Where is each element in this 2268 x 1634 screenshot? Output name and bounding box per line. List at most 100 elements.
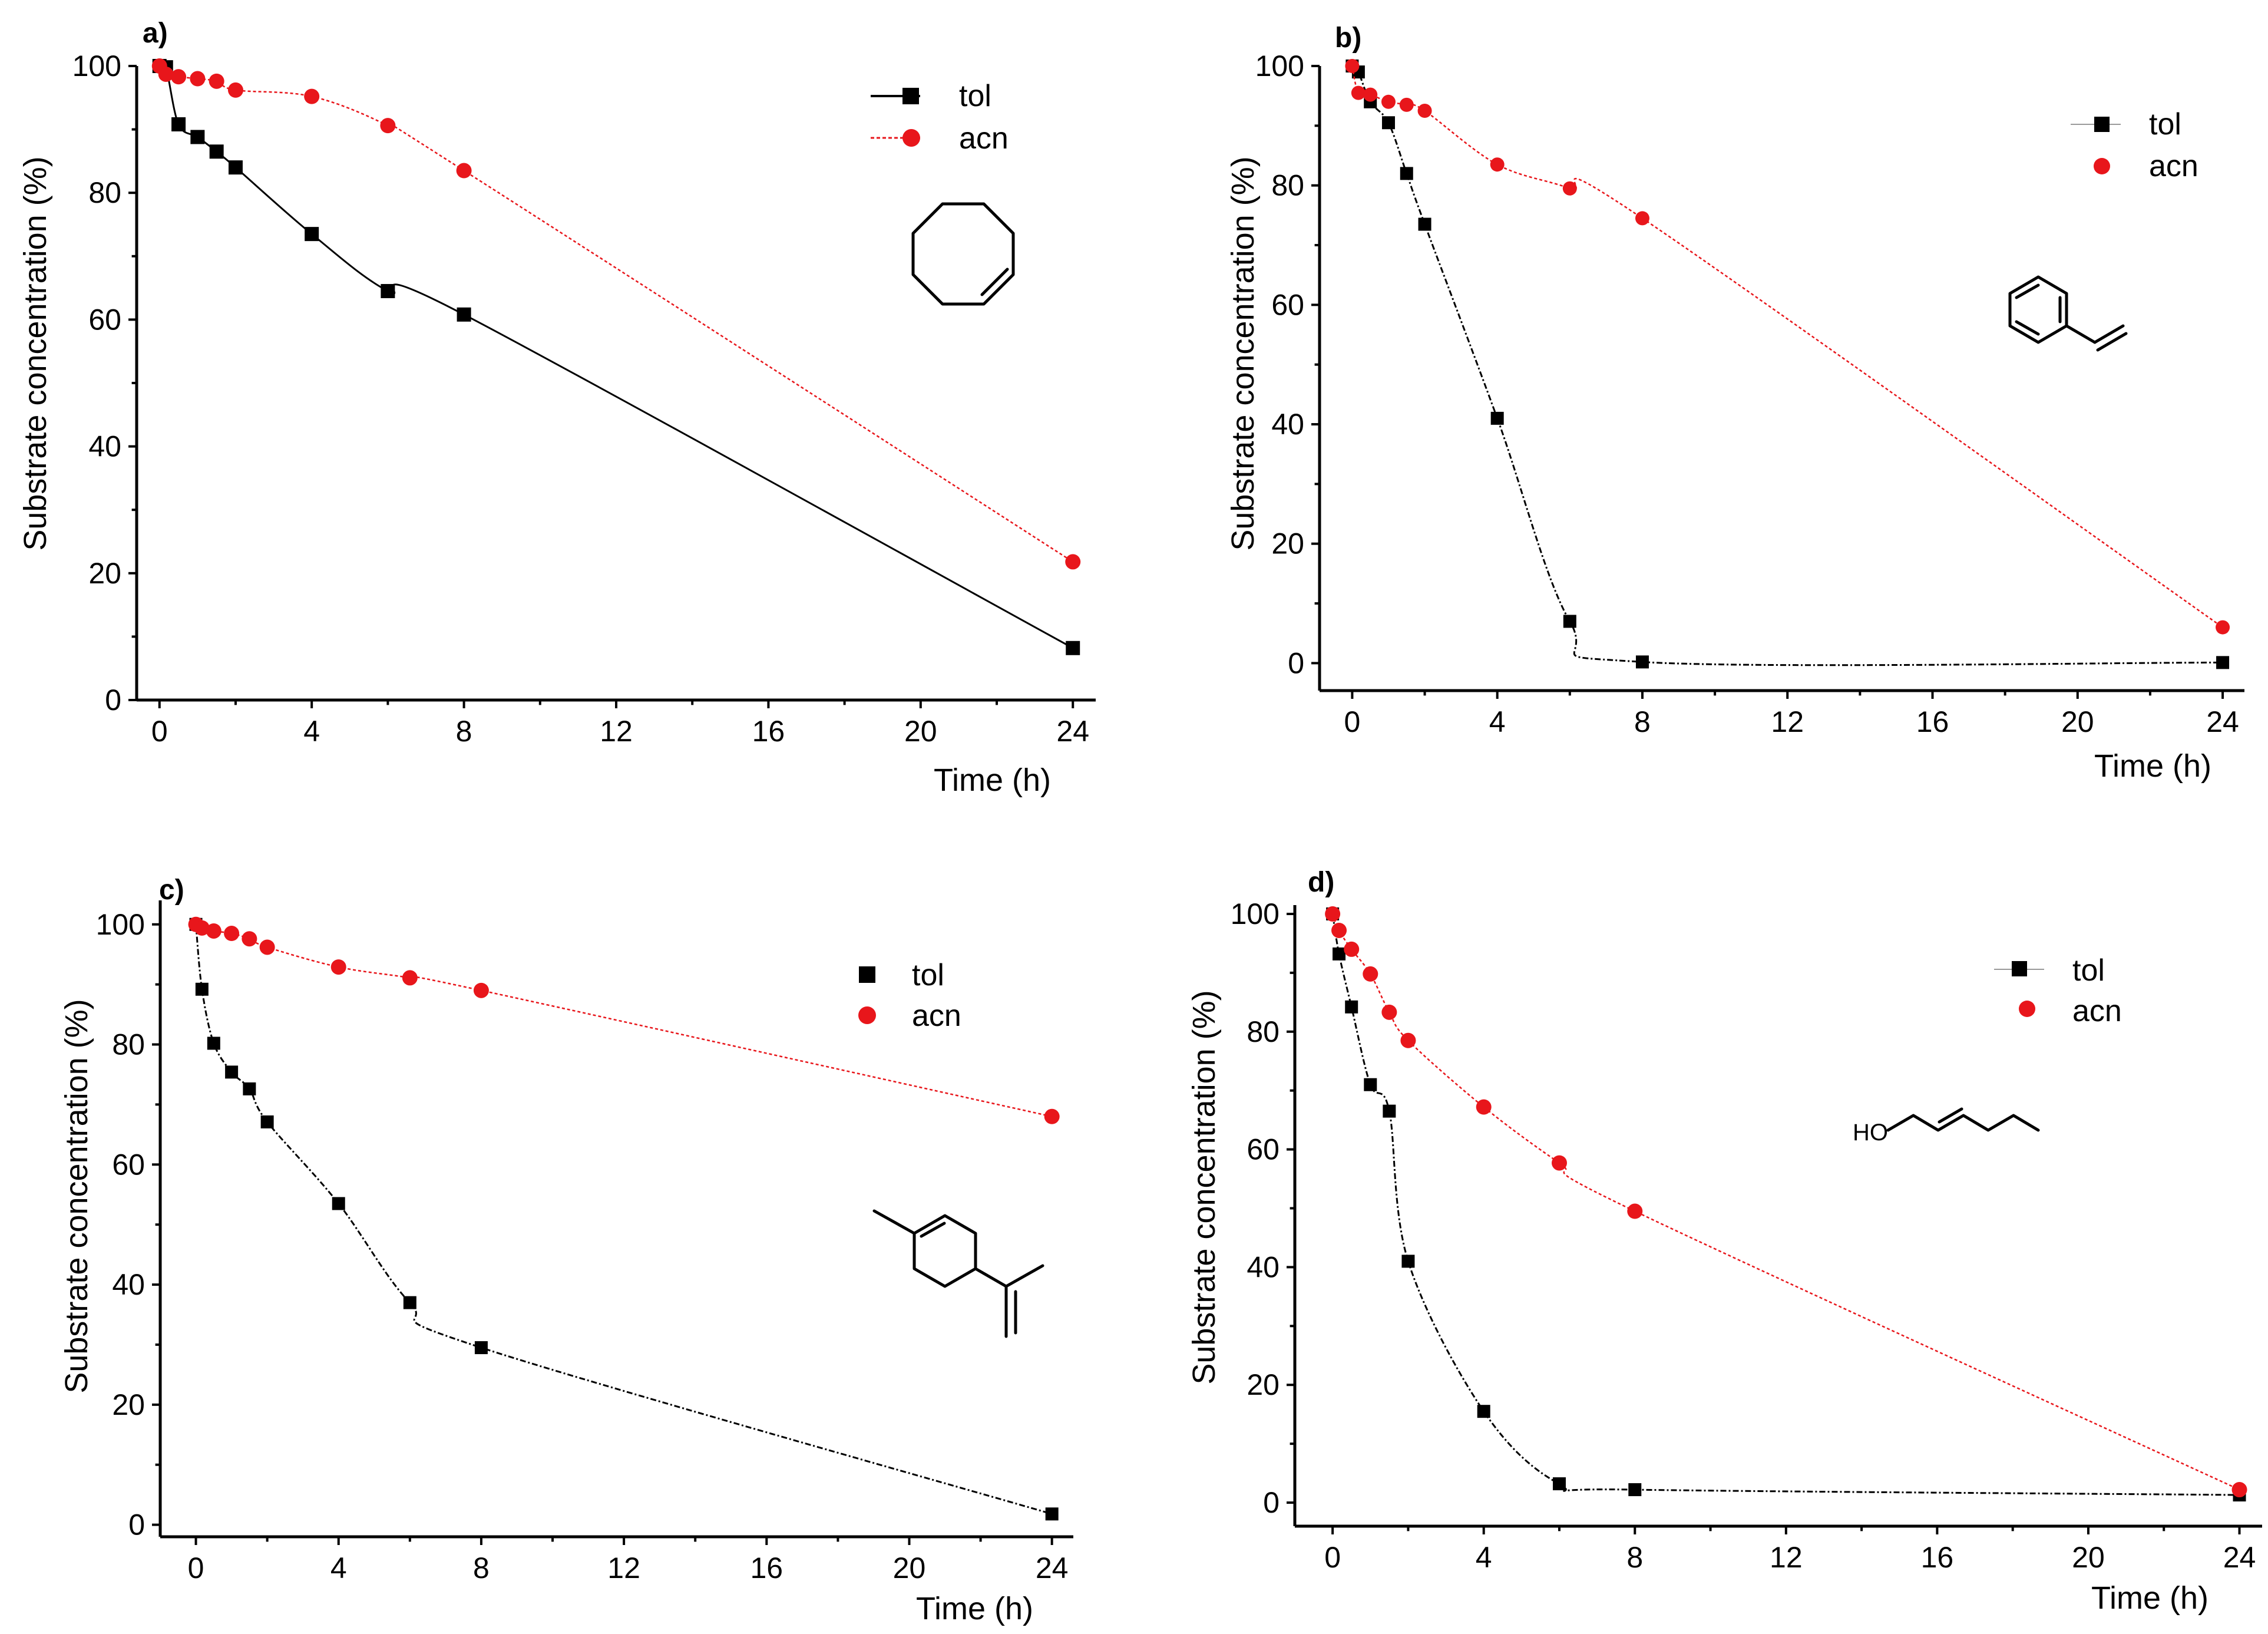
data-point-acn-d [1325, 906, 1341, 922]
legend-acn-label-b: acn [2149, 149, 2198, 183]
data-point-tol-c [260, 1115, 274, 1128]
x-axis-label-d: Time (h) [2091, 1580, 2209, 1616]
x-tick-label-b: 16 [1916, 705, 1949, 738]
x-tick-label-a: 16 [752, 715, 785, 748]
data-point-acn-b [1562, 181, 1577, 196]
data-point-acn-c [224, 926, 240, 942]
data-point-acn-a [171, 69, 187, 85]
cyclooctene-double-bond [980, 268, 1009, 296]
data-point-tol-b [1635, 655, 1649, 669]
plot-area-a: 0 4 8 12 16 20 24 0 20 40 60 80 100 [72, 49, 1096, 748]
molecule-hexenol-d: HO [1853, 1107, 2040, 1146]
legend-acn-label-a: acn [959, 121, 1009, 156]
legend-acn-marker-d [2019, 1001, 2035, 1017]
styrene-inner-bond-3 [2015, 320, 2040, 336]
data-point-acn-d [1400, 1032, 1416, 1048]
x-tick-label-c: 24 [1036, 1552, 1069, 1585]
panel-label-c: c) [159, 874, 184, 906]
styrene-vinyl-double-2 [2096, 332, 2128, 352]
data-point-tol-a [305, 227, 319, 242]
panel-d: 0 4 8 12 16 20 24 0 20 40 60 80 100 d) Time (h) Subs… [1186, 867, 2262, 1616]
y-tick-label-d: 80 [1247, 1015, 1280, 1048]
x-tick-label-b: 12 [1771, 705, 1804, 738]
y-tick-label-b: 40 [1271, 408, 1304, 441]
data-point-tol-a [209, 144, 224, 159]
y-tick-label-a: 40 [88, 430, 121, 463]
y-tick-label-b: 20 [1271, 527, 1304, 560]
data-point-acn-d [1627, 1203, 1643, 1219]
data-point-acn-a [380, 118, 396, 134]
y-tick-label-d: 40 [1247, 1250, 1280, 1283]
y-tick-label-a: 60 [88, 303, 121, 336]
x-tick-label-c: 8 [473, 1552, 490, 1585]
molecule-styrene-b [2008, 275, 2128, 352]
y-tick-label-c: 60 [112, 1148, 145, 1181]
data-point-tol-d [1364, 1078, 1377, 1091]
panel-label-b: b) [1335, 22, 1361, 54]
plot-area-c: 0 4 8 12 16 20 24 0 20 40 60 80 100 [96, 900, 1073, 1585]
y-tick-label-c: 100 [96, 908, 145, 941]
data-point-tol-a [171, 117, 186, 131]
legend-b: tol acn [2071, 107, 2198, 183]
legend-tol-label-b: tol [2149, 107, 2181, 141]
data-point-acn-a [1065, 554, 1081, 570]
panel-c: 0 4 8 12 16 20 24 0 20 40 60 80 100 c) Time (h) Subs… [59, 874, 1073, 1626]
y-tick-label-a: 80 [88, 176, 121, 209]
data-point-tol-b [2216, 656, 2230, 669]
data-point-acn-c [242, 931, 257, 947]
data-point-acn-c [330, 959, 346, 975]
styrene-vinyl-double-1 [2093, 324, 2125, 344]
cyclooctene-ring [911, 202, 1015, 306]
legend-acn-marker-b [2094, 158, 2110, 174]
plot-area-d: 0 4 8 12 16 20 24 0 20 40 60 80 100 [1231, 897, 2262, 1574]
x-tick-label-c: 20 [893, 1552, 926, 1585]
data-point-tol-c [225, 1065, 239, 1079]
y-tick-label-d: 20 [1247, 1368, 1280, 1401]
x-tick-label-b: 0 [1344, 705, 1361, 738]
series-line-tol-d [1331, 913, 2240, 1496]
data-point-acn-c [206, 923, 221, 939]
legend-tol-label-c: tol [912, 958, 944, 992]
y-tick-label-c: 0 [128, 1508, 145, 1541]
data-point-tol-c [243, 1082, 256, 1095]
data-point-acn-b [1381, 94, 1396, 109]
data-point-tol-d [1383, 1104, 1396, 1118]
data-point-tol-a [228, 160, 243, 175]
y-tick-label-d: 60 [1247, 1133, 1280, 1166]
data-point-acn-c [1044, 1108, 1060, 1124]
data-point-acn-c [259, 939, 275, 955]
plot-area-b: 0 4 8 12 16 20 24 0 20 40 60 80 100 [1255, 49, 2244, 738]
y-tick-label-a: 100 [72, 49, 121, 82]
x-tick-label-d: 24 [2223, 1541, 2256, 1574]
data-point-acn-b [1363, 87, 1378, 102]
y-tick-label-d: 0 [1263, 1486, 1280, 1519]
legend-acn-marker-c [858, 1006, 876, 1024]
x-tick-label-c: 16 [750, 1552, 783, 1585]
limonene-ring-double-bond [920, 1222, 946, 1238]
data-point-acn-d [1381, 1004, 1397, 1020]
y-tick-label-c: 80 [112, 1028, 145, 1061]
limonene-isopropenyl-methyl [1004, 1264, 1044, 1288]
data-point-tol-b [1563, 615, 1576, 628]
legend-acn-label-c: acn [912, 999, 961, 1033]
y-axis-label-d: Substrate concentration (%) [1186, 990, 1222, 1384]
x-tick-label-d: 16 [1921, 1541, 1954, 1574]
x-tick-label-a: 20 [904, 715, 937, 748]
y-tick-label-a: 20 [88, 557, 121, 590]
data-point-acn-a [304, 88, 320, 104]
y-tick-label-b: 100 [1255, 49, 1304, 82]
legend-a: tol acn [871, 79, 1009, 156]
data-point-acn-d [1363, 966, 1378, 982]
panel-label-a: a) [143, 18, 168, 49]
x-axis-label-c: Time (h) [916, 1591, 1033, 1626]
legend-tol-marker-b [2094, 117, 2110, 132]
x-tick-label-a: 0 [151, 715, 168, 748]
legend-tol-label-d: tol [2072, 953, 2105, 988]
limonene-ring [913, 1214, 977, 1288]
legend-acn-marker-a [902, 129, 920, 147]
data-point-tol-a [1066, 641, 1080, 655]
data-point-tol-c [195, 982, 209, 996]
data-point-acn-d [2231, 1482, 2247, 1498]
data-point-tol-b [1490, 411, 1504, 425]
